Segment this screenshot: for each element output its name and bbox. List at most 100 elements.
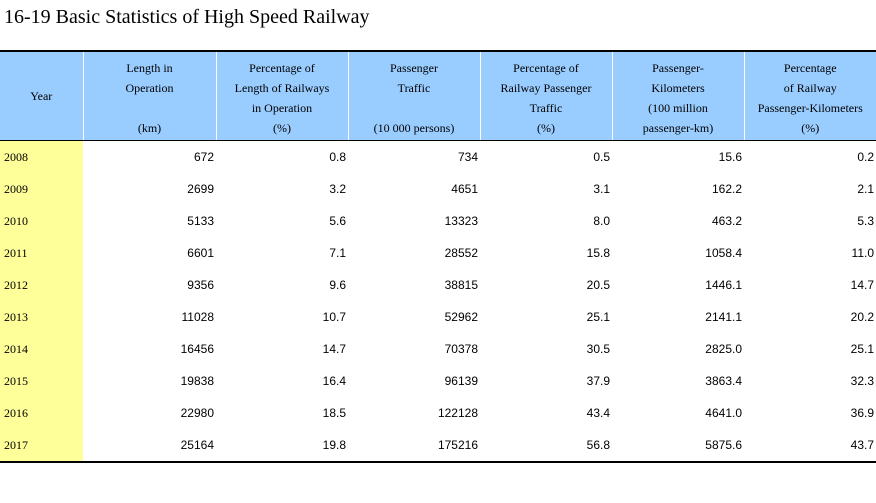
table-row: 2013 11028 10.7 52962 25.1 2141.1 20.2 xyxy=(0,301,876,333)
header-line: in Operation xyxy=(251,101,313,115)
value-cell: 43.7 xyxy=(744,429,876,463)
header-line: (100 million xyxy=(648,101,708,115)
year-cell: 2017 xyxy=(0,429,83,463)
value-cell: 18.5 xyxy=(322,406,346,420)
value-cell: 16.4 xyxy=(322,374,346,388)
value-cell: 28552 xyxy=(444,246,478,260)
value-cell: 19.8 xyxy=(216,429,348,463)
table-row: 2017 25164 19.8 175216 56.8 5875.6 43.7 xyxy=(0,429,876,463)
value-cell: 25164 xyxy=(83,429,216,463)
value-cell: 4651 xyxy=(451,182,478,196)
header-line: Traffic xyxy=(397,81,431,95)
year-cell: 2012 xyxy=(0,269,83,301)
value-cell: 1446.1 xyxy=(705,278,742,292)
value-cell: 15.8 xyxy=(586,246,610,260)
header-line: Percentage xyxy=(783,61,837,75)
value-cell: 37.9 xyxy=(586,374,610,388)
value-cell: 162.2 xyxy=(711,182,742,196)
value-cell: 11028 xyxy=(181,310,214,324)
value-cell: 14.7 xyxy=(850,278,874,292)
value-cell: 734 xyxy=(457,150,478,164)
header-unit: (%) xyxy=(273,121,291,135)
header-unit: (km) xyxy=(137,121,162,135)
header-unit: passenger-km) xyxy=(642,121,714,135)
header-line: Traffic xyxy=(529,101,563,115)
value-cell: 122128 xyxy=(437,406,478,420)
table-row: 2009 2699 3.2 4651 3.1 162.2 2.1 xyxy=(0,173,876,205)
value-cell: 14.7 xyxy=(322,342,346,356)
value-cell: 3.1 xyxy=(593,182,610,196)
value-cell: 70378 xyxy=(444,342,478,356)
value-cell: 20.2 xyxy=(850,310,874,324)
value-cell: 5.6 xyxy=(329,214,346,228)
year-cell: 2008 xyxy=(0,140,83,173)
table-header: Year Length in Operation (km) Percentage… xyxy=(0,50,876,141)
header-percentage-passenger-traffic: Percentage of Railway Passenger Traffic … xyxy=(479,50,612,141)
value-cell: 8.0 xyxy=(593,214,610,228)
value-cell: 10.7 xyxy=(322,310,346,324)
value-cell: 25.1 xyxy=(586,310,610,324)
header-passenger-kilometers: Passenger- Kilometers (100 million passe… xyxy=(611,50,744,141)
value-cell: 56.8 xyxy=(480,429,612,463)
header-percentage-length: Percentage of Length of Railways in Oper… xyxy=(215,50,348,141)
value-cell: 25.1 xyxy=(850,342,874,356)
page-title: 16-19 Basic Statistics of High Speed Rai… xyxy=(4,6,370,28)
header-line: Length in xyxy=(126,61,173,75)
value-cell: 2825.0 xyxy=(705,342,742,356)
header-unit: (%) xyxy=(537,121,555,135)
value-cell: 11.0 xyxy=(851,246,874,260)
value-cell: 4641.0 xyxy=(705,406,742,420)
year-cell: 2016 xyxy=(0,397,83,429)
header-line: of Railway xyxy=(783,81,837,95)
value-cell: 463.2 xyxy=(711,214,742,228)
value-cell: 5.3 xyxy=(857,214,874,228)
year-cell: 2014 xyxy=(0,333,83,365)
value-cell: 5133 xyxy=(187,214,214,228)
value-cell: 19838 xyxy=(180,374,214,388)
table-row: 2010 5133 5.6 13323 8.0 463.2 5.3 xyxy=(0,205,876,237)
table-row: 2016 22980 18.5 122128 43.4 4641.0 36.9 xyxy=(0,397,876,429)
table-body: 2008 672 0.8 734 0.5 15.6 0.2 2009 2699 3.2 4651 3.… xyxy=(0,140,876,463)
value-cell: 36.9 xyxy=(850,406,874,420)
value-cell: 16456 xyxy=(180,342,214,356)
value-cell: 2.1 xyxy=(857,182,874,196)
header-year-label: Year xyxy=(30,89,53,103)
table-row: 2012 9356 9.6 38815 20.5 1446.1 14.7 xyxy=(0,269,876,301)
header-line: Percentage of xyxy=(513,61,579,75)
year-cell: 2015 xyxy=(0,365,83,397)
header-year: Year xyxy=(0,50,83,141)
header-length-in-operation: Length in Operation (km) xyxy=(82,50,216,141)
header-line: Operation xyxy=(125,81,174,95)
value-cell: 2141.1 xyxy=(705,310,742,324)
statistics-table: Year Length in Operation (km) Percentage… xyxy=(0,50,876,463)
value-cell: 9.6 xyxy=(329,278,346,292)
value-cell: 672 xyxy=(193,150,214,164)
table-row: 2015 19838 16.4 96139 37.9 3863.4 32.3 xyxy=(0,365,876,397)
header-percentage-passenger-kilometers: Percentage of Railway Passenger-Kilomete… xyxy=(743,50,876,141)
value-cell: 7.1 xyxy=(329,246,346,260)
value-cell: 1058.4 xyxy=(705,246,742,260)
value-cell: 0.8 xyxy=(329,150,346,164)
value-cell: 3.2 xyxy=(329,182,346,196)
header-line: Kilometers xyxy=(651,81,705,95)
header-line: Railway Passenger xyxy=(500,81,592,95)
value-cell: 175216 xyxy=(348,429,480,463)
value-cell: 0.5 xyxy=(593,150,610,164)
year-cell: 2013 xyxy=(0,301,83,333)
value-cell: 96139 xyxy=(444,374,478,388)
table-row: 2008 672 0.8 734 0.5 15.6 0.2 xyxy=(0,140,876,173)
header-line: Length of Railways xyxy=(234,81,330,95)
value-cell: 20.5 xyxy=(586,278,610,292)
value-cell: 9356 xyxy=(187,278,214,292)
year-cell: 2009 xyxy=(0,173,83,205)
year-cell: 2011 xyxy=(0,237,83,269)
value-cell: 15.6 xyxy=(718,150,742,164)
value-cell: 32.3 xyxy=(850,374,874,388)
header-line: Passenger- xyxy=(652,61,704,75)
value-cell: 30.5 xyxy=(586,342,610,356)
value-cell: 22980 xyxy=(180,406,214,420)
value-cell: 38815 xyxy=(444,278,478,292)
header-unit: (10 000 persons) xyxy=(373,121,455,135)
header-unit: (%) xyxy=(801,121,820,135)
table-row: 2014 16456 14.7 70378 30.5 2825.0 25.1 xyxy=(0,333,876,365)
